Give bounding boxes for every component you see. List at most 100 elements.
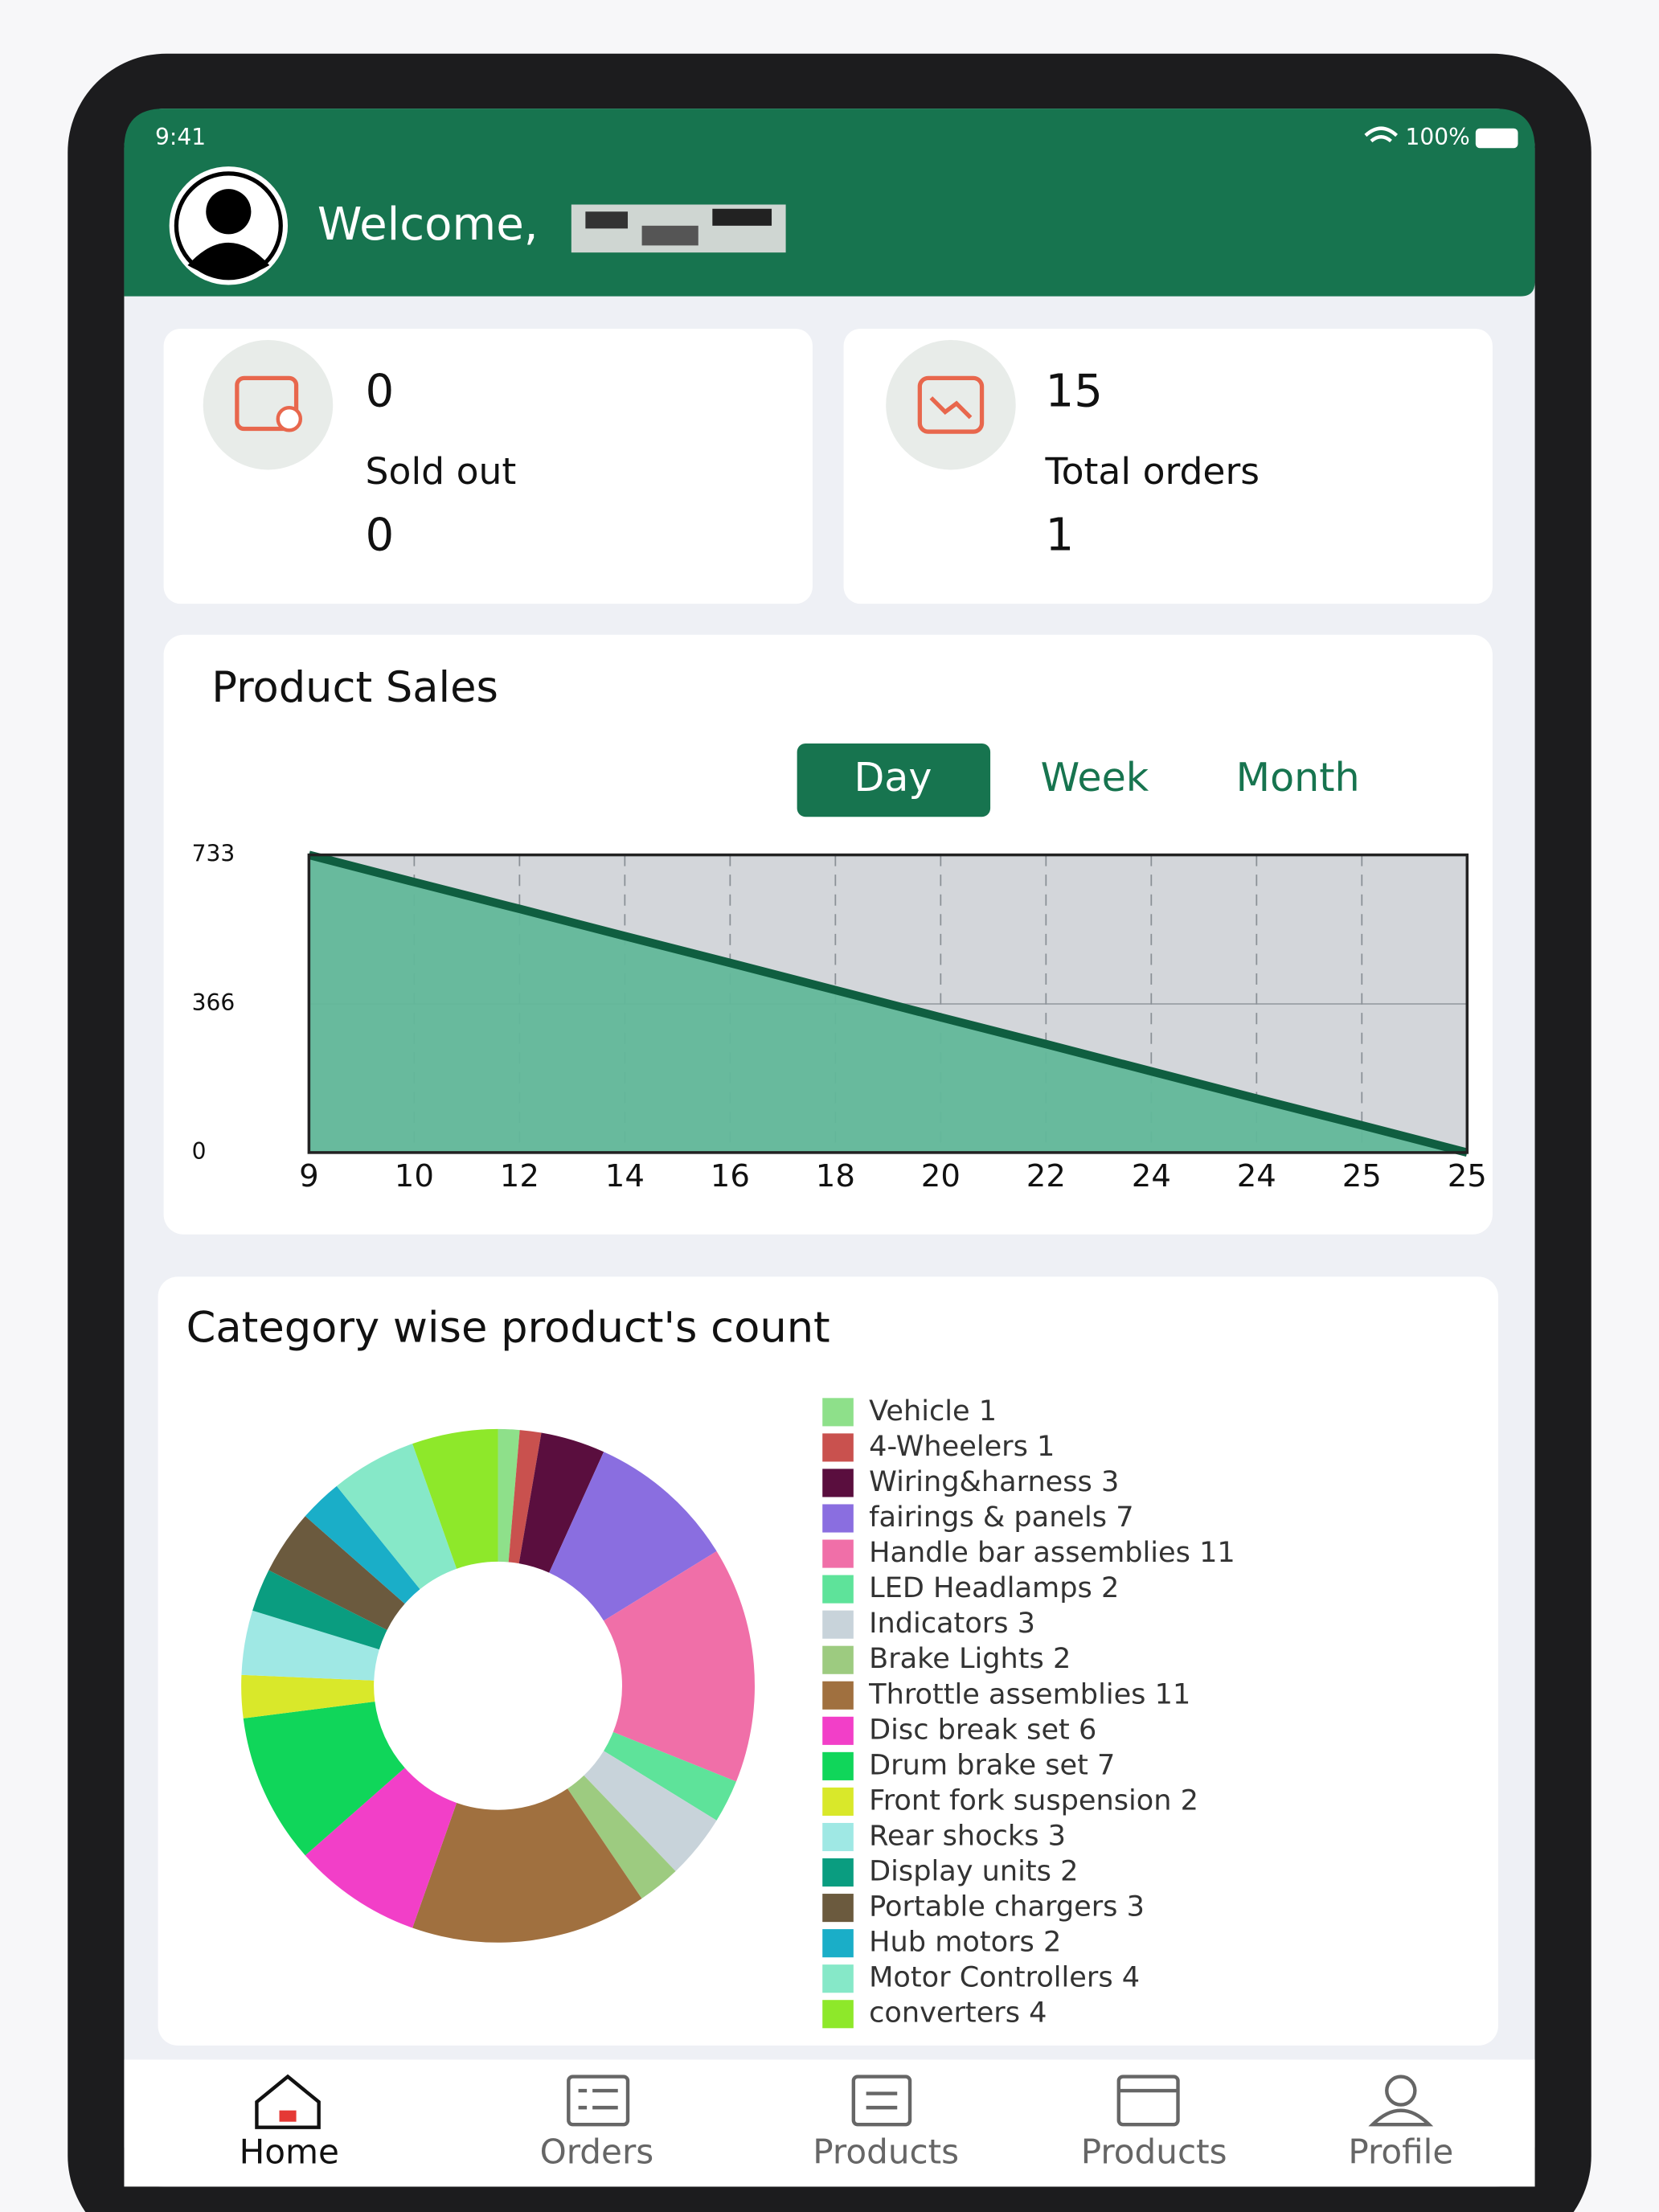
tab-active[interactable] [797,743,991,817]
donut-slice [241,1674,375,1718]
nav-label[interactable]: Home [240,2132,339,2172]
nav-label[interactable]: Profile [1348,2132,1453,2172]
donut-slice [268,1516,405,1630]
legend-entry: LED Headlamps 2 [869,1571,1119,1604]
x-tick-label: 24 [1132,1158,1171,1194]
legend-value: 2 [1043,1926,1061,1959]
x-tick-label: 12 [500,1158,539,1194]
legend-entry: Front fork suspension 2 [869,1784,1198,1817]
legend-label: Throttle assemblies [868,1677,1145,1710]
stat-value: 15 [1046,365,1103,417]
nav-label[interactable]: Products [1081,2132,1227,2172]
x-tick-label: 25 [1448,1158,1487,1194]
donut-slice [604,1550,755,1782]
donut-slice [412,1788,642,1943]
legend-label: converters [869,1997,1020,2030]
stat-sub-value: 1 [1046,509,1075,561]
legend-label: Wiring&harness [869,1465,1092,1498]
x-tick-label: 25 [1342,1158,1382,1194]
donut-slice [305,1485,420,1604]
legend-value: 3 [1101,1465,1119,1498]
donut-slice [604,1731,736,1821]
legend-label: Brake Lights [869,1642,1044,1675]
legend-entry: Hub motors 2 [869,1926,1061,1959]
legend-label: Rear shocks [869,1819,1038,1852]
legend-value: 2 [1053,1642,1071,1675]
legend-label: Front fork suspension [869,1784,1171,1817]
legend-entry: Throttle assemblies 11 [868,1677,1190,1710]
legend-entry: Indicators 3 [869,1607,1035,1640]
legend-swatch [822,1469,854,1497]
donut-slice [498,1428,520,1563]
redacted-name [571,204,786,253]
legend-value: 1 [1037,1430,1055,1463]
legend-entry: 4-Wheelers 1 [869,1430,1055,1463]
legend-value: 2 [1181,1784,1198,1817]
tab[interactable]: Month [1236,754,1360,801]
legend-entry: Handle bar assemblies 11 [869,1536,1235,1569]
x-tick-label: 14 [605,1158,645,1194]
donut-slice [508,1430,542,1564]
legend-value: 7 [1097,1748,1115,1781]
legend-label: Handle bar assemblies [869,1536,1190,1569]
legend-entry: Drum brake set 7 [869,1748,1115,1781]
tab[interactable]: Day [854,754,932,801]
donut-slice [336,1444,457,1590]
nav-label[interactable]: Orders [540,2132,654,2172]
legend-label: LED Headlamps [869,1571,1092,1604]
legend-swatch [822,1575,854,1604]
legend-value: 3 [1127,1890,1145,1923]
legend-value: 2 [1101,1571,1119,1604]
x-tick-label: 9 [299,1158,319,1194]
donut-slice [567,1775,676,1899]
legend-entry: Display units 2 [869,1855,1078,1888]
legend-label: Motor Controllers [869,1961,1112,1994]
legend-entry: Rear shocks 3 [869,1819,1066,1852]
legend-entry: Wiring&harness 3 [869,1465,1119,1498]
x-tick-label: 10 [395,1158,434,1194]
nav-icons [255,2074,1434,2129]
legend-swatch [822,1929,854,1958]
legend-label: fairings & panels [869,1501,1107,1534]
legend-entry: Vehicle 1 [869,1395,997,1428]
legend-swatch [822,2000,854,2029]
donut-slice [243,1701,405,1856]
donut-slice [584,1751,717,1871]
status-time: 9:41 [155,124,206,150]
legend-label: Vehicle [869,1395,970,1428]
legend-entry: converters 4 [869,1997,1047,2030]
legend-value: 11 [1199,1536,1235,1569]
legend-value: 3 [1018,1607,1035,1640]
donut-slice [549,1452,717,1621]
header [124,109,1535,297]
legend-swatch [822,1964,854,1993]
y-tick-label: 366 [192,989,236,1016]
battery-icon [1475,128,1518,149]
legend-label: 4-Wheelers [869,1430,1028,1463]
legend-entry: Brake Lights 2 [869,1642,1071,1675]
avatar-head [206,189,252,235]
legend-entry: Portable chargers 3 [869,1890,1145,1923]
stat-label: Total orders [1045,450,1260,493]
battery-text: 100% [1406,124,1470,150]
x-tick-label: 18 [816,1158,855,1194]
legend-value: 11 [1155,1677,1191,1710]
stat-card: 0 Sold out 0 [163,328,813,604]
avatar-body [187,242,270,277]
legend-label: Portable chargers [869,1890,1117,1923]
legend-value: 3 [1048,1819,1066,1852]
legend-swatch [822,1610,854,1639]
welcome-text: Welcome, [317,199,539,251]
tab[interactable]: Week [1041,754,1149,801]
legend-entry: fairings & panels 7 [869,1501,1133,1534]
legend-swatch [822,1645,854,1674]
legend-swatch [822,1504,854,1533]
donut-slice [305,1768,457,1928]
legend-swatch [822,1751,854,1780]
nav-label[interactable]: Products [813,2132,959,2172]
legend-label: Indicators [869,1607,1008,1640]
stat-label: Sold out [366,450,517,493]
